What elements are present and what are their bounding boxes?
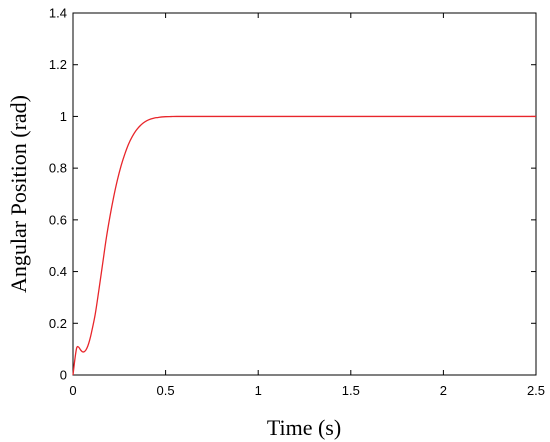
y-tick-label: 1.2 xyxy=(49,57,67,72)
y-tick-label: 1 xyxy=(60,109,67,124)
x-tick-label: 0 xyxy=(69,383,76,398)
x-axis-ticks: 0 0.5 1 1.5 2 2.5 xyxy=(69,13,545,398)
y-tick-label: 0.2 xyxy=(49,316,67,331)
x-tick-label: 1.5 xyxy=(342,383,360,398)
y-tick-label: 0.6 xyxy=(49,212,67,227)
x-tick-label: 1 xyxy=(255,383,262,398)
y-axis-ticks: 0 0.2 0.4 0.6 0.8 1 1.2 1.4 xyxy=(49,6,536,383)
series-line xyxy=(72,115,536,376)
plot-frame xyxy=(72,12,537,376)
y-tick-label: 0.8 xyxy=(49,161,67,176)
y-axis-label: Angular Position (rad) xyxy=(6,95,31,293)
x-tick-label: 0.5 xyxy=(157,383,175,398)
y-tick-label: 0 xyxy=(60,368,67,383)
x-tick-label: 2 xyxy=(440,383,447,398)
y-tick-label: 0.4 xyxy=(49,264,67,279)
x-axis-label: Time (s) xyxy=(267,415,341,440)
y-tick-label: 1.4 xyxy=(49,6,67,21)
x-tick-label: 2.5 xyxy=(527,383,545,398)
